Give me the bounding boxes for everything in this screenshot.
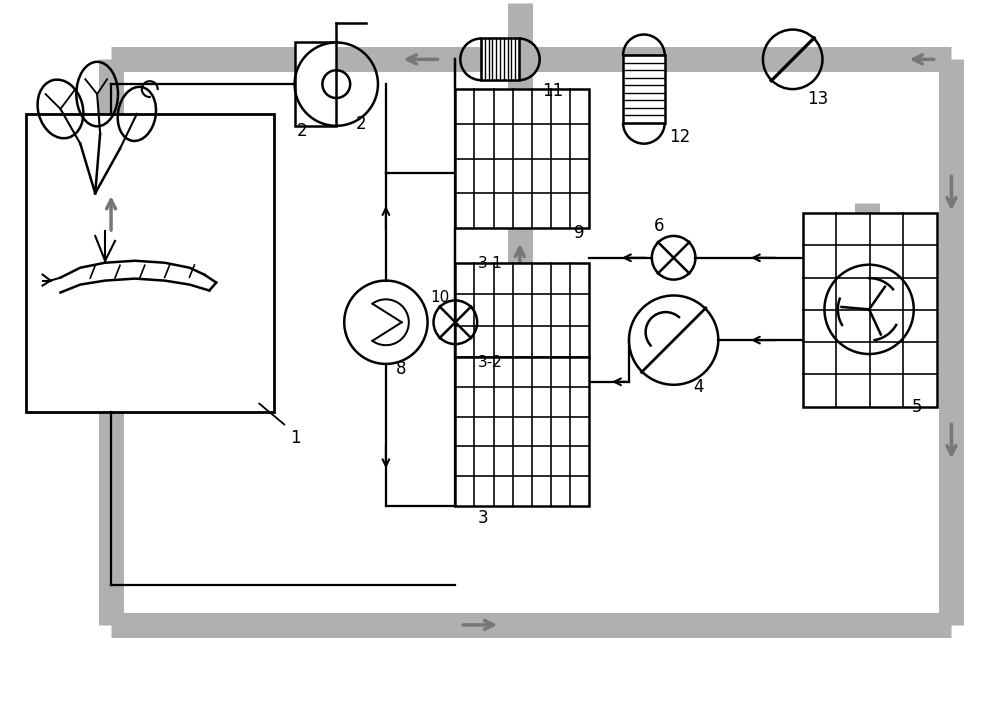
- Text: 9: 9: [574, 224, 585, 242]
- Text: 8: 8: [396, 360, 406, 378]
- Text: 3-1: 3-1: [478, 256, 503, 271]
- Text: 2: 2: [356, 115, 367, 132]
- Bar: [455, 89, 589, 228]
- FancyBboxPatch shape: [623, 56, 665, 123]
- Text: 3: 3: [478, 508, 489, 527]
- Bar: [26, 114, 274, 412]
- Text: 5: 5: [912, 397, 922, 416]
- Bar: [455, 357, 589, 506]
- Text: 2: 2: [297, 122, 307, 140]
- Bar: [803, 213, 937, 407]
- Text: 6: 6: [654, 217, 664, 235]
- Text: 12: 12: [669, 127, 690, 146]
- Text: 13: 13: [808, 90, 829, 108]
- Text: 4: 4: [693, 378, 704, 396]
- Text: 11: 11: [542, 82, 563, 100]
- Text: 3-2: 3-2: [478, 355, 503, 370]
- Bar: [295, 43, 336, 126]
- FancyBboxPatch shape: [481, 38, 519, 80]
- Bar: [455, 263, 589, 357]
- Text: 10: 10: [431, 290, 450, 305]
- Text: 1: 1: [290, 429, 300, 447]
